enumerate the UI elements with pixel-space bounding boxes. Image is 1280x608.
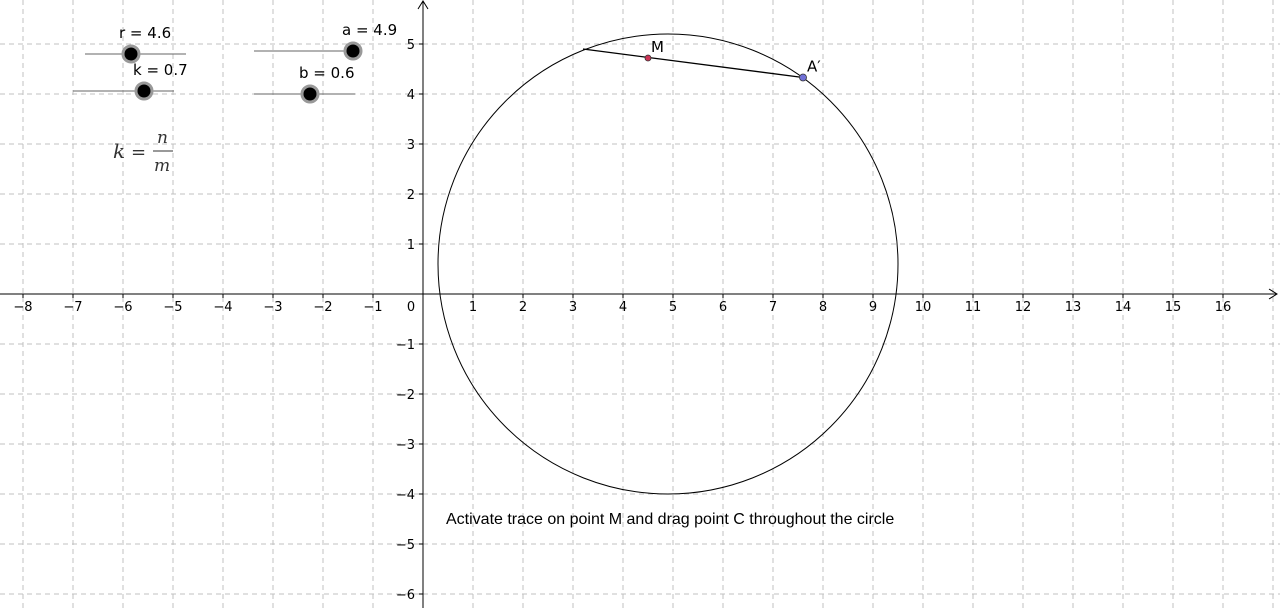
y-tick-label: −3 bbox=[396, 438, 415, 453]
x-tick-label: −2 bbox=[313, 300, 332, 315]
segment-c-a-prime[interactable] bbox=[582, 48, 804, 79]
x-tick-label: −4 bbox=[213, 300, 232, 315]
formula-denominator: m bbox=[154, 156, 170, 176]
point-m[interactable] bbox=[644, 54, 652, 62]
x-tick-label: 12 bbox=[1015, 300, 1032, 315]
formula-lhs: k bbox=[113, 139, 125, 163]
x-tick-label: 10 bbox=[915, 300, 932, 315]
x-axis-arrow bbox=[1268, 288, 1278, 300]
slider-k[interactable]: k = 0.7 bbox=[73, 61, 188, 101]
slider-b[interactable]: b = 0.6 bbox=[254, 64, 355, 104]
x-tick-label: −1 bbox=[363, 300, 382, 315]
point-m-label: M bbox=[651, 38, 664, 56]
x-tick-label: 6 bbox=[719, 300, 727, 315]
y-tick-label: −5 bbox=[396, 538, 415, 553]
x-tick-label: 3 bbox=[569, 300, 577, 315]
formula-k-equals-n-over-m: k = n m bbox=[113, 128, 173, 176]
x-tick-label: −7 bbox=[63, 300, 82, 315]
x-tick-label: −8 bbox=[13, 300, 32, 315]
y-tick-label: −1 bbox=[396, 338, 415, 353]
y-tick-labels: 5 4 3 2 1 −1 −2 −3 −4 −5 −6 bbox=[396, 38, 415, 603]
x-tick-label: 14 bbox=[1115, 300, 1132, 315]
x-tick-label: 4 bbox=[619, 300, 627, 315]
x-tick-labels: −8 −7 −6 −5 −4 −3 −2 −1 0 1 2 3 4 5 6 7 8 9 10 11 12 13 14 15 16 bbox=[13, 300, 1231, 315]
x-tick-label: 15 bbox=[1165, 300, 1182, 315]
x-tick-label: 11 bbox=[965, 300, 982, 315]
y-tick-label: −2 bbox=[396, 388, 415, 403]
slider-r[interactable]: r = 4.6 bbox=[85, 24, 186, 64]
x-tick-label: −6 bbox=[113, 300, 132, 315]
x-tick-label: 8 bbox=[819, 300, 827, 315]
y-tick-label: 2 bbox=[407, 188, 415, 203]
slider-k-handle[interactable] bbox=[134, 81, 154, 101]
x-tick-label: −3 bbox=[263, 300, 282, 315]
slider-b-label: b = 0.6 bbox=[299, 64, 354, 82]
x-tick-label: 2 bbox=[519, 300, 527, 315]
slider-b-handle[interactable] bbox=[300, 84, 320, 104]
slider-a-label: a = 4.9 bbox=[342, 21, 397, 39]
x-tick-label: 5 bbox=[669, 300, 677, 315]
y-tick-label: −4 bbox=[396, 488, 415, 503]
x-tick-label: 9 bbox=[869, 300, 877, 315]
y-tick-label: 4 bbox=[407, 88, 415, 103]
slider-k-label: k = 0.7 bbox=[133, 61, 188, 79]
y-tick-label: 1 bbox=[407, 238, 415, 253]
x-tick-label: 7 bbox=[769, 300, 777, 315]
circle[interactable] bbox=[437, 33, 899, 495]
x-tick-label: 13 bbox=[1065, 300, 1082, 315]
slider-r-label: r = 4.6 bbox=[119, 24, 171, 42]
y-axis-arrow bbox=[417, 0, 429, 10]
x-tick-label: 16 bbox=[1215, 300, 1232, 315]
slider-r-handle[interactable] bbox=[121, 44, 141, 64]
slider-a-handle[interactable] bbox=[343, 41, 363, 61]
instruction-text: Activate trace on point M and drag point… bbox=[446, 511, 894, 528]
slider-a[interactable]: a = 4.9 bbox=[254, 21, 397, 61]
y-tick-label: 3 bbox=[407, 138, 415, 153]
formula-numerator: n bbox=[157, 128, 168, 148]
point-a-prime-label: A′ bbox=[807, 58, 821, 76]
formula-equals: = bbox=[131, 142, 146, 163]
x-tick-label: 1 bbox=[469, 300, 477, 315]
point-a-prime[interactable] bbox=[799, 73, 807, 82]
y-tick-label: −6 bbox=[396, 588, 415, 603]
x-tick-label: −5 bbox=[163, 300, 182, 315]
y-tick-label: 5 bbox=[407, 38, 415, 53]
x-tick-label: 0 bbox=[407, 300, 415, 315]
